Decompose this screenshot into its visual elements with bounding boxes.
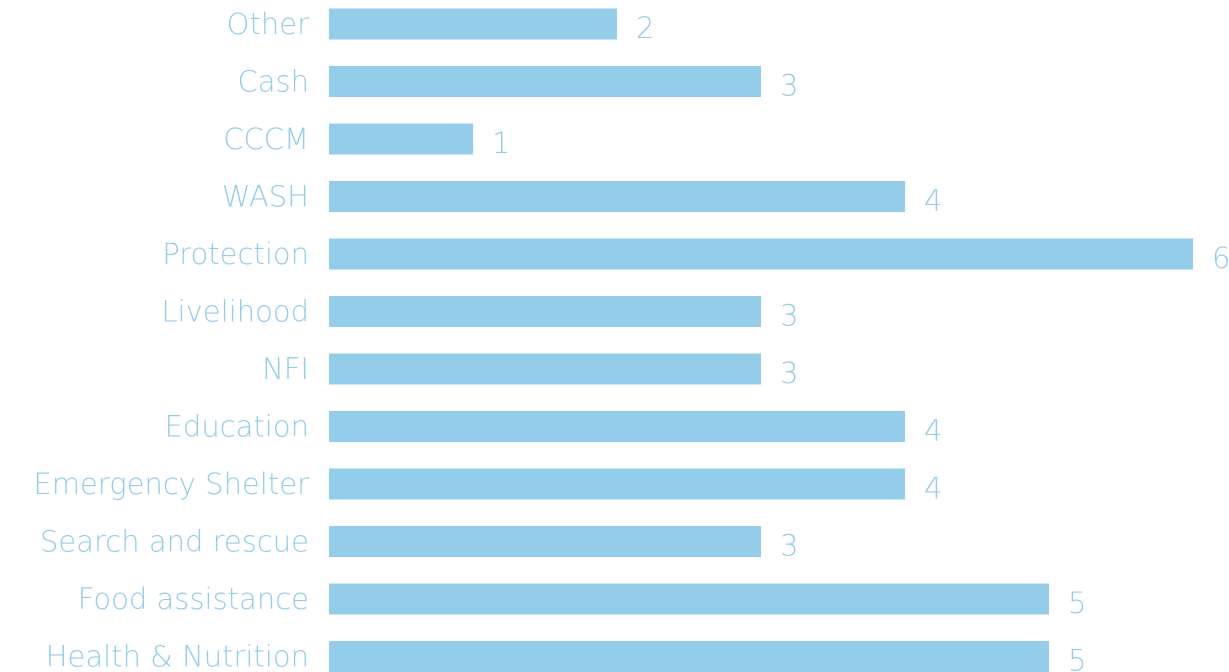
category-label: NFI [262, 352, 309, 386]
value-label: 1 [492, 126, 510, 160]
category-label: WASH [222, 180, 309, 214]
category-label: Livelihood [161, 295, 309, 329]
bar [329, 296, 761, 327]
bar [329, 66, 761, 97]
bar-row: Food assistance 5 [78, 582, 1087, 620]
value-label: 3 [780, 299, 798, 333]
bar-row: Education 4 [165, 410, 943, 448]
bar-row: Cash 3 [237, 65, 798, 103]
category-label: Other [227, 7, 309, 41]
value-label: 2 [636, 11, 654, 45]
value-label: 3 [780, 356, 798, 390]
bar [329, 583, 1049, 615]
bar-row: CCCM 1 [223, 122, 510, 160]
category-label: Health & Nutrition [46, 640, 309, 672]
bar [329, 123, 473, 155]
category-label: Cash [237, 65, 309, 99]
bar-row: Emergency Shelter 4 [33, 467, 942, 505]
bar-row: Health & Nutrition 5 [46, 640, 1086, 672]
bar-row: WASH 4 [222, 180, 943, 218]
value-label: 5 [1068, 644, 1086, 672]
bar [329, 181, 905, 212]
category-label: Emergency Shelter [33, 467, 309, 501]
category-label: Search and rescue [40, 525, 309, 559]
value-label: 3 [780, 529, 798, 563]
bar [329, 238, 1193, 270]
bar [329, 8, 617, 40]
bar [329, 468, 905, 500]
category-label: Education [165, 410, 309, 444]
bar [329, 411, 905, 442]
bar-row: Protection 6 [162, 237, 1229, 275]
bar [329, 641, 1049, 672]
category-label: CCCM [223, 122, 309, 156]
bar [329, 353, 761, 385]
bar-row: NFI 3 [262, 352, 798, 390]
value-label: 6 [1212, 241, 1229, 275]
category-label: Food assistance [78, 582, 309, 616]
category-label: Protection [162, 237, 309, 271]
value-label: 5 [1068, 586, 1086, 620]
value-label: 3 [780, 69, 798, 103]
bar [329, 526, 761, 557]
value-label: 4 [924, 471, 942, 505]
value-label: 4 [924, 414, 942, 448]
bar-row: Other 2 [227, 7, 655, 45]
bar-row: Livelihood 3 [161, 295, 798, 333]
value-label: 4 [924, 184, 942, 218]
bar-row: Search and rescue 3 [40, 525, 798, 563]
